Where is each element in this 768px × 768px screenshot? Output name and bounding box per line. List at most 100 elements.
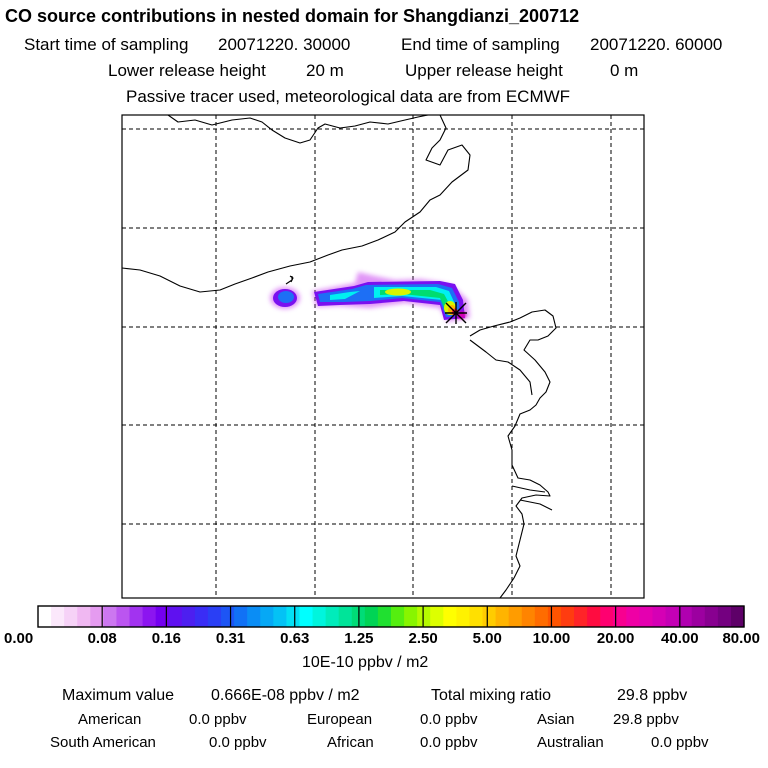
south-american-label: South American — [50, 734, 156, 751]
colorbar-cell — [560, 606, 575, 627]
colorbar-cell — [469, 606, 484, 627]
colorbar-cell — [417, 606, 431, 627]
south-american-value: 0.0 ppbv — [209, 734, 267, 751]
colorbar-tick-label: 40.00 — [661, 630, 699, 647]
start-time-label: Start time of sampling — [24, 35, 189, 54]
colorbar-cell — [90, 606, 104, 627]
end-time-label: End time of sampling — [401, 35, 560, 54]
colorbar-cell — [116, 606, 131, 627]
colorbar-cell — [639, 606, 654, 627]
colorbar-tick-label: 0.31 — [215, 630, 246, 647]
max-value-label: Maximum value — [62, 687, 175, 704]
colorbar-cell — [260, 606, 274, 627]
colorbar-cell — [129, 606, 144, 627]
colorbar-cell — [613, 606, 627, 627]
upper-release-value: 0 m — [610, 61, 639, 80]
colorbar-cell — [482, 606, 497, 627]
colorbar-cell — [286, 606, 301, 627]
colorbar-cell — [665, 606, 680, 627]
colorbar-tick-label: 80.00 — [722, 630, 760, 647]
end-time-value: 20071220. 60000 — [590, 35, 723, 54]
european-value: 0.0 ppbv — [420, 711, 478, 728]
colorbar-cell — [521, 606, 536, 627]
colorbar-cell — [443, 606, 457, 627]
colorbar-tick-label: 0.63 — [280, 630, 310, 647]
colorbar-cell — [600, 606, 614, 627]
map-background — [122, 115, 644, 598]
colorbar-cell — [574, 606, 588, 627]
australian-value: 0.0 ppbv — [651, 734, 709, 751]
colorbar-cell — [194, 606, 209, 627]
colorbar-cell — [142, 606, 157, 627]
colorbar-cell — [221, 606, 235, 627]
colorbar-cell — [168, 606, 183, 627]
tracer-note: Passive tracer used, meteorological data… — [126, 87, 571, 106]
colorbar-cell — [717, 606, 732, 627]
colorbar-cell — [534, 606, 549, 627]
colorbar-cell — [547, 606, 562, 627]
asian-label: Asian — [537, 711, 575, 728]
american-label: American — [78, 711, 142, 728]
australian-label: Australian — [537, 734, 604, 751]
start-time-value: 20071220. 30000 — [218, 35, 351, 54]
colorbar-cell — [391, 606, 405, 627]
colorbar-tick-label: 20.00 — [596, 630, 635, 647]
colorbar-tick-label: 0.00 — [4, 630, 34, 647]
colorbar-cell — [312, 606, 327, 627]
colorbar-tick-label: 0.16 — [151, 630, 181, 647]
colorbar-cell — [377, 606, 392, 627]
colorbar-cell — [678, 606, 693, 627]
colorbar-cells — [38, 606, 745, 627]
colorbar-cell — [404, 606, 418, 627]
colorbar-unit: 10E-10 ppbv / m2 — [302, 654, 429, 671]
colorbar-cell — [456, 606, 471, 627]
colorbar-cell — [77, 606, 91, 627]
african-value: 0.0 ppbv — [420, 734, 478, 751]
colorbar-cell — [652, 606, 667, 627]
total-mixing-value: 29.8 ppbv — [617, 687, 688, 704]
colorbar-cell — [364, 606, 379, 627]
total-mixing-label: Total mixing ratio — [431, 687, 552, 704]
lower-release-value: 20 m — [306, 61, 344, 80]
map-title: CO source contributions in nested domain… — [5, 6, 580, 26]
colorbar-cell — [247, 606, 261, 627]
colorbar-cell — [430, 606, 444, 627]
colorbar-tick-label: 5.00 — [472, 630, 502, 647]
receptor-marker-icon — [445, 302, 467, 324]
colorbar-cell — [234, 606, 248, 627]
colorbar-cell — [207, 606, 222, 627]
colorbar-cell — [299, 606, 314, 627]
american-value: 0.0 ppbv — [189, 711, 247, 728]
colorbar-tick-label: 10.00 — [532, 630, 571, 647]
asian-value: 29.8 ppbv — [613, 711, 679, 728]
co-plume — [270, 272, 470, 322]
colorbar-cell — [51, 606, 65, 627]
colorbar-cell — [704, 606, 719, 627]
colorbar-frame — [37, 605, 745, 628]
european-label: European — [307, 711, 373, 728]
colorbar-cell — [103, 606, 118, 627]
colorbar-cell — [691, 606, 706, 627]
colorbar-tick-label: 1.25 — [344, 630, 374, 647]
map-frame — [121, 114, 645, 599]
upper-release-label: Upper release height — [405, 61, 563, 80]
african-label: African — [327, 734, 374, 751]
colorbar-cell — [587, 606, 601, 627]
colorbar-tick-label: 2.50 — [408, 630, 438, 647]
max-value: 0.666E-08 ppbv / m2 — [211, 687, 360, 704]
colorbar-tick-label: 0.08 — [87, 630, 117, 647]
colorbar-cell — [730, 606, 745, 627]
colorbar-cell — [325, 606, 340, 627]
coastline — [122, 115, 557, 598]
colorbar-dividers — [101, 606, 681, 627]
lat-lon-gridlines — [122, 115, 644, 598]
colorbar-cell — [508, 606, 523, 627]
colorbar-cell — [155, 606, 170, 627]
colorbar-cell — [273, 606, 287, 627]
colorbar-cell — [626, 606, 640, 627]
colorbar-cell — [338, 606, 353, 627]
colorbar-cell — [64, 606, 78, 627]
colorbar-cell — [181, 606, 196, 627]
